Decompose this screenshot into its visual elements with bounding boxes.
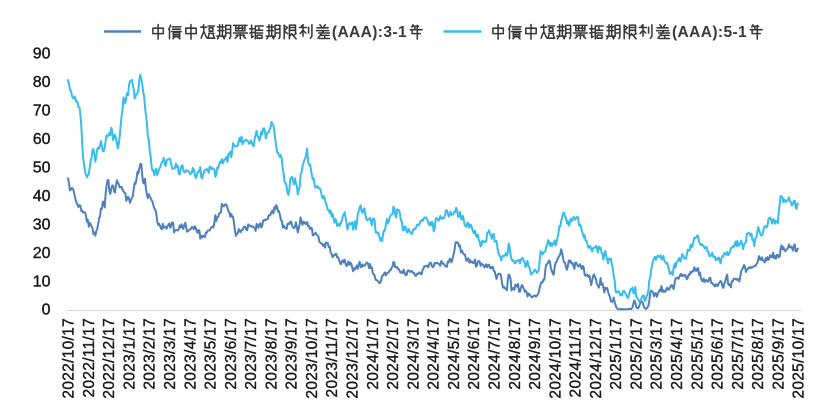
svg-text:2025/9/17: 2025/9/17 xyxy=(770,318,787,390)
svg-text:2023/10/17: 2023/10/17 xyxy=(304,318,321,399)
svg-text:2024/10/17: 2024/10/17 xyxy=(547,318,564,399)
svg-text:2023/12/17: 2023/12/17 xyxy=(344,318,361,399)
svg-text:2023/11/17: 2023/11/17 xyxy=(324,318,341,397)
svg-text:40: 40 xyxy=(33,188,51,205)
svg-text:2024/3/17: 2024/3/17 xyxy=(405,318,422,390)
svg-text:90: 90 xyxy=(33,46,51,63)
svg-text:2025/1/17: 2025/1/17 xyxy=(608,318,625,390)
svg-text:2023/7/17: 2023/7/17 xyxy=(243,318,260,390)
svg-text:30: 30 xyxy=(33,216,51,233)
svg-text:(AAA):5-1: (AAA):5-1 xyxy=(672,24,747,41)
svg-text:2024/6/17: 2024/6/17 xyxy=(466,318,483,390)
svg-text:2025/8/17: 2025/8/17 xyxy=(750,318,767,390)
svg-text:2024/12/17: 2024/12/17 xyxy=(588,318,605,399)
svg-text:2022/11/17: 2022/11/17 xyxy=(81,318,98,397)
svg-text:2023/6/17: 2023/6/17 xyxy=(223,318,240,390)
svg-text:0: 0 xyxy=(42,302,51,319)
svg-text:2024/2/17: 2024/2/17 xyxy=(385,318,402,390)
svg-text:2024/11/17: 2024/11/17 xyxy=(568,318,585,397)
svg-text:2025/7/17: 2025/7/17 xyxy=(730,318,747,390)
svg-text:2023/9/17: 2023/9/17 xyxy=(284,318,301,390)
svg-text:2023/3/17: 2023/3/17 xyxy=(162,318,179,390)
svg-text:80: 80 xyxy=(33,74,51,91)
svg-text:10: 10 xyxy=(33,273,51,290)
svg-text:2024/8/17: 2024/8/17 xyxy=(507,318,524,390)
svg-text:20: 20 xyxy=(33,245,51,262)
svg-text:2025/5/17: 2025/5/17 xyxy=(689,318,706,390)
svg-text:2024/5/17: 2024/5/17 xyxy=(446,318,463,390)
svg-text:2024/4/17: 2024/4/17 xyxy=(426,318,443,390)
svg-text:50: 50 xyxy=(33,160,51,177)
svg-text:60: 60 xyxy=(33,131,51,148)
svg-text:2025/10/17: 2025/10/17 xyxy=(791,318,808,399)
svg-text:2024/7/17: 2024/7/17 xyxy=(486,318,503,390)
svg-text:2023/5/17: 2023/5/17 xyxy=(203,318,220,390)
svg-text:70: 70 xyxy=(33,103,51,120)
svg-text:2025/3/17: 2025/3/17 xyxy=(649,318,666,390)
svg-text:2025/2/17: 2025/2/17 xyxy=(628,318,645,390)
svg-text:2023/8/17: 2023/8/17 xyxy=(263,318,280,390)
svg-text:2023/2/17: 2023/2/17 xyxy=(142,318,159,390)
svg-text:2024/1/17: 2024/1/17 xyxy=(365,318,382,390)
svg-text:2023/4/17: 2023/4/17 xyxy=(182,318,199,390)
svg-text:2022/12/17: 2022/12/17 xyxy=(101,318,118,399)
svg-text:(AAA):3-1: (AAA):3-1 xyxy=(332,24,407,41)
svg-text:2024/9/17: 2024/9/17 xyxy=(527,318,544,390)
svg-text:2025/4/17: 2025/4/17 xyxy=(669,318,686,390)
svg-text:2022/10/17: 2022/10/17 xyxy=(61,318,78,399)
svg-text:2025/6/17: 2025/6/17 xyxy=(710,318,727,390)
svg-text:2023/1/17: 2023/1/17 xyxy=(121,318,138,390)
